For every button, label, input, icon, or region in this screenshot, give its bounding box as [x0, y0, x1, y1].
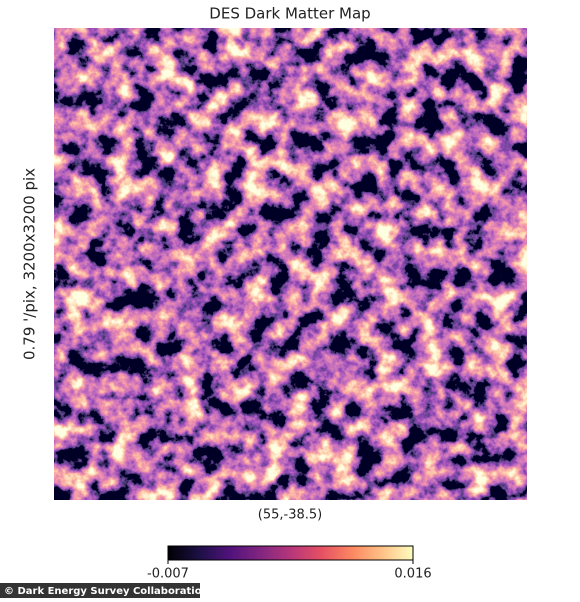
colorbar: [167, 545, 414, 561]
credit: © Dark Energy Survey Collaboration: [4, 586, 209, 597]
credit-box: [0, 583, 200, 598]
colorbar-tick-label: 0.016: [394, 567, 431, 582]
map-image: [54, 28, 527, 500]
x-label: (55,-38.5): [258, 508, 322, 523]
y-label: 0.79 '/pix, 3200x3200 pix: [21, 168, 39, 360]
chart-title: DES Dark Matter Map: [209, 5, 370, 23]
colorbar-tick-label: -0.007: [147, 567, 189, 582]
